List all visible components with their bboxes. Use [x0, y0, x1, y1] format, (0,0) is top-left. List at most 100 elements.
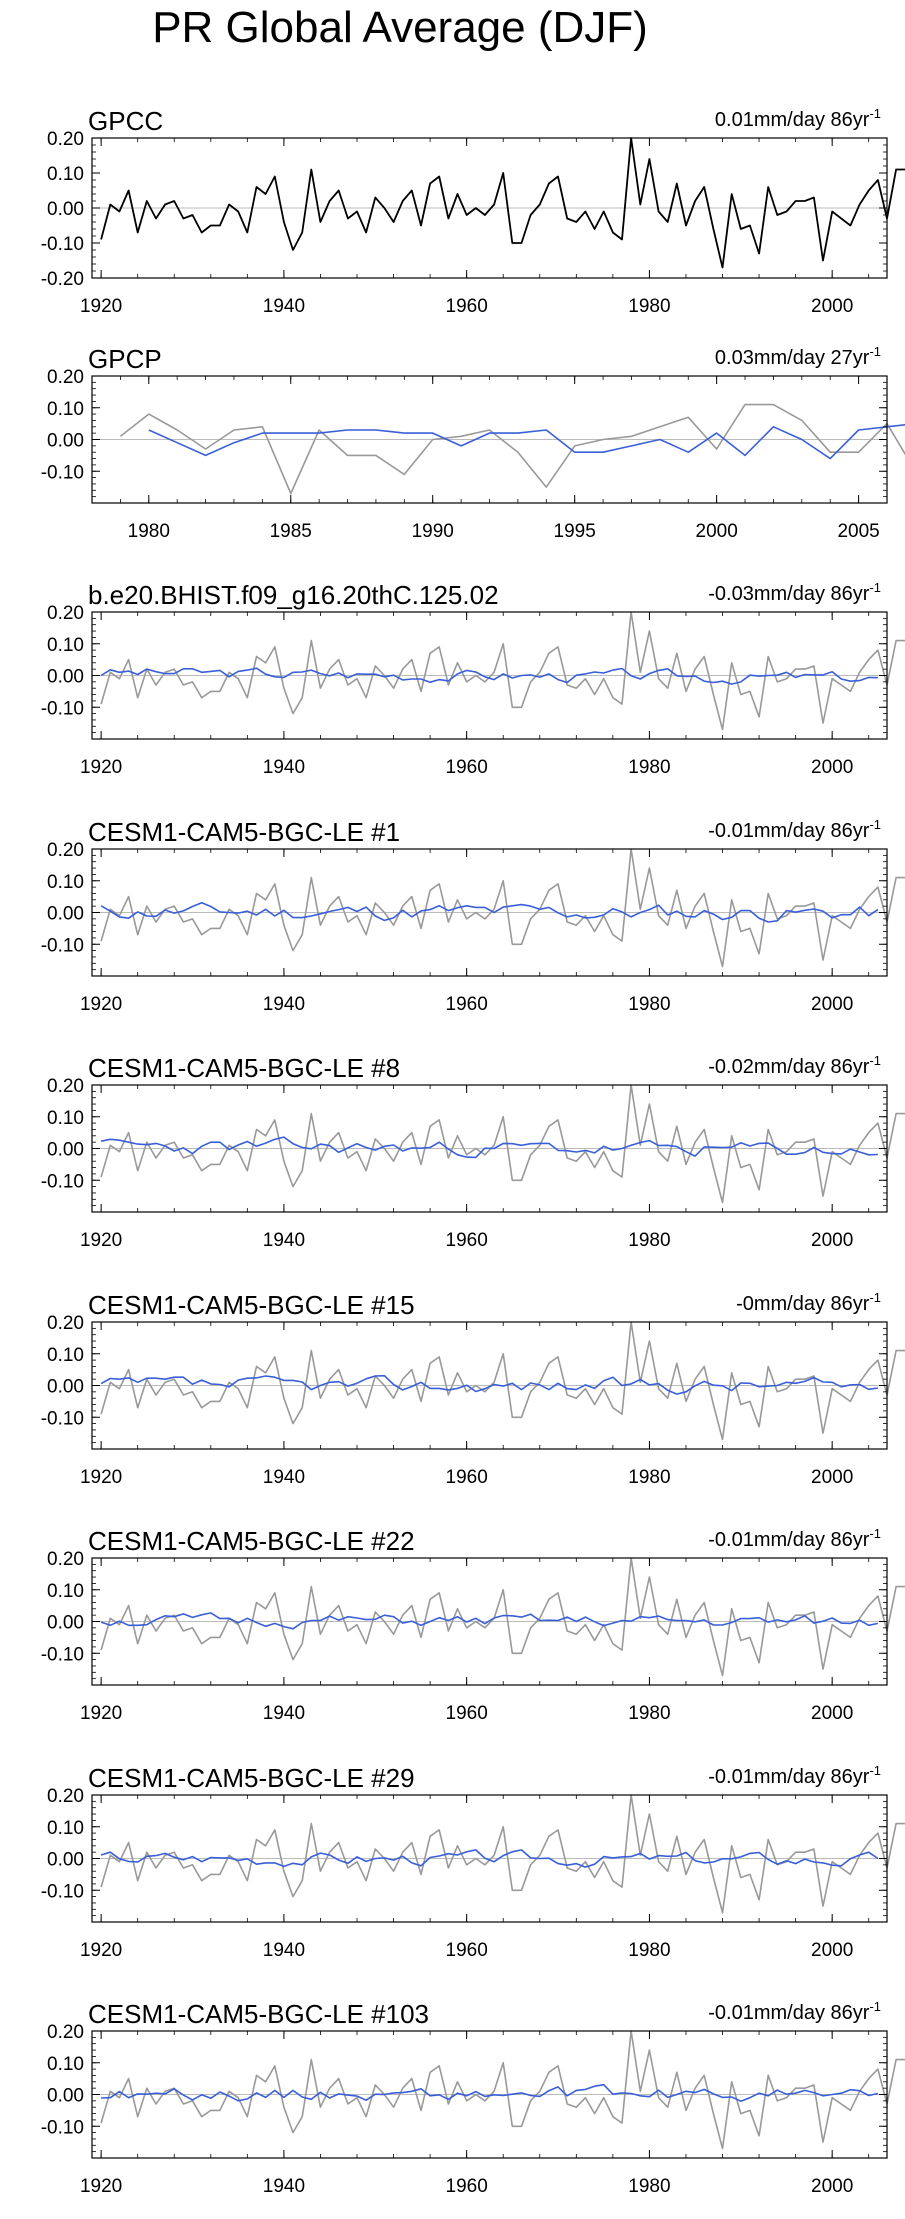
panel-title: GPCP: [88, 344, 162, 374]
series-line-model: [100, 1612, 879, 1630]
panels-container: GPCC 0.01mm/day 86yr-10.200.100.00-0.10-0…: [41, 106, 905, 2197]
x-tick-label: 1920: [80, 1230, 122, 1251]
trend-text: -0.03mm/day 86yr: [708, 583, 870, 605]
trend-label: -0.01mm/day 86yr-1: [708, 1999, 881, 2024]
x-tick-label: 1980: [628, 757, 670, 778]
x-tick-label: 1940: [263, 994, 305, 1015]
y-tick-label: 0.10: [47, 399, 84, 420]
y-tick-label: 0.00: [47, 431, 84, 452]
x-tick-label: 1960: [446, 1940, 488, 1961]
trend-text: -0mm/day 86yr: [736, 1293, 870, 1315]
x-tick-label: 1920: [80, 994, 122, 1015]
series-line-observed: [100, 137, 905, 269]
y-tick-label: 0.20: [47, 129, 84, 150]
trend-label: -0mm/day 86yr-1: [736, 1290, 881, 1315]
x-tick-label: 1980: [628, 1703, 670, 1724]
trend-label: -0.02mm/day 86yr-1: [708, 1053, 881, 1078]
series-line-overlay: [100, 1321, 905, 1441]
series-line-overlay: [100, 2030, 905, 2150]
panel-title: GPCC: [88, 106, 163, 136]
x-tick-label: 2000: [811, 1703, 853, 1724]
y-tick-label: 0.20: [47, 840, 84, 861]
x-tick-label: 1960: [446, 296, 488, 317]
y-tick-label: -0.10: [41, 935, 84, 956]
y-tick-label: -0.10: [41, 1881, 84, 1902]
y-tick-label: -0.10: [41, 698, 84, 719]
trend-text: -0.01mm/day 86yr: [708, 1766, 870, 1788]
x-tick-label: 1940: [263, 2176, 305, 2197]
panel-title: CESM1-CAM5-BGC-LE #22: [88, 1526, 415, 1556]
trend-exponent: -1: [869, 1763, 881, 1778]
panel-7: CESM1-CAM5-BGC-LE #22 -0.01mm/day 86yr-1 0…: [41, 1526, 905, 1724]
y-tick-label: 0.00: [47, 1140, 84, 1161]
panel-5: CESM1-CAM5-BGC-LE #8 -0.02mm/day 86yr-1 0.…: [41, 1053, 905, 1251]
x-tick-label: 2005: [837, 521, 879, 542]
panel-title: CESM1-CAM5-BGC-LE #103: [88, 1999, 429, 2029]
series-line-model: [100, 1136, 878, 1159]
x-tick-label: 1940: [263, 1467, 305, 1488]
trend-text: 0.03mm/day 27yr: [715, 347, 870, 369]
series-line-model: [100, 1374, 879, 1395]
x-tick-label: 1980: [128, 521, 170, 542]
series-line-model: [148, 423, 905, 460]
x-tick-label: 1940: [263, 296, 305, 317]
y-tick-label: 0.20: [47, 1786, 84, 1807]
x-tick-label: 1995: [554, 521, 596, 542]
x-tick-label: 2000: [811, 994, 853, 1015]
trend-exponent: -1: [869, 580, 881, 595]
panel-4: CESM1-CAM5-BGC-LE #1 -0.01mm/day 86yr-1 0.…: [41, 817, 905, 1015]
trend-label: 0.01mm/day 86yr-1: [715, 106, 881, 131]
x-tick-label: 1990: [412, 521, 454, 542]
trend-exponent: -1: [869, 106, 881, 121]
panel-2: GPCP 0.03mm/day 27yr-1 0.20 0.10 0.00 -0.10 19…: [41, 344, 905, 542]
series-line-overlay: [100, 1794, 905, 1914]
x-tick-label: 1920: [80, 1467, 122, 1488]
x-tick-label: 1980: [628, 1467, 670, 1488]
x-tick-label: 1980: [628, 1940, 670, 1961]
trend-text: -0.01mm/day 86yr: [708, 1529, 870, 1551]
y-tick-label: -0.10: [41, 234, 84, 255]
y-tick-label: 0.20: [47, 603, 84, 624]
y-tick-label: 0.00: [47, 1850, 84, 1871]
trend-exponent: -1: [869, 344, 881, 359]
series-line-overlay: [100, 611, 905, 731]
x-tick-label: 1960: [446, 994, 488, 1015]
x-tick-label: 1960: [446, 2176, 488, 2197]
trend-text: 0.01mm/day 86yr: [715, 109, 870, 131]
x-tick-label: 1980: [628, 296, 670, 317]
y-tick-label: 0.00: [47, 2086, 84, 2107]
panel-title: CESM1-CAM5-BGC-LE #1: [88, 817, 400, 847]
x-tick-label: 1980: [628, 994, 670, 1015]
y-tick-label: -0.10: [41, 1408, 84, 1429]
panel-title: CESM1-CAM5-BGC-LE #15: [88, 1290, 415, 1320]
x-tick-label: 1960: [446, 1230, 488, 1251]
trend-exponent: -1: [869, 1053, 881, 1068]
y-tick-label: -0.10: [41, 2117, 84, 2138]
y-tick-label: 0.20: [47, 1313, 84, 1334]
x-tick-label: 1960: [446, 1467, 488, 1488]
x-tick-label: 2000: [811, 1940, 853, 1961]
series-line-model: [101, 2083, 879, 2102]
x-tick-label: 1980: [628, 1230, 670, 1251]
y-tick-label: 0.10: [47, 1345, 84, 1366]
trend-label: -0.01mm/day 86yr-1: [708, 817, 881, 842]
x-tick-label: 1940: [263, 1703, 305, 1724]
x-tick-label: 2000: [811, 1230, 853, 1251]
series-line-overlay: [100, 1084, 905, 1204]
y-tick-label: 0.00: [47, 667, 84, 688]
trend-exponent: -1: [869, 1290, 881, 1305]
x-tick-label: 1985: [270, 521, 312, 542]
panel-title: b.e20.BHIST.f09_g16.20thC.125.02: [88, 580, 499, 610]
trend-text: -0.01mm/day 86yr: [708, 2002, 870, 2024]
series-line-overlay: [119, 403, 905, 495]
y-tick-label: 0.00: [47, 199, 84, 220]
x-tick-label: 2000: [811, 296, 853, 317]
series-line-model: [100, 1849, 879, 1868]
x-tick-label: 1980: [628, 2176, 670, 2197]
y-tick-label: 0.10: [47, 872, 84, 893]
y-tick-label: 0.10: [47, 635, 84, 656]
panel-3: b.e20.BHIST.f09_g16.20thC.125.02 -0.03mm/…: [41, 580, 905, 778]
x-tick-label: 1960: [446, 757, 488, 778]
x-tick-label: 1920: [80, 2176, 122, 2197]
trend-exponent: -1: [869, 817, 881, 832]
